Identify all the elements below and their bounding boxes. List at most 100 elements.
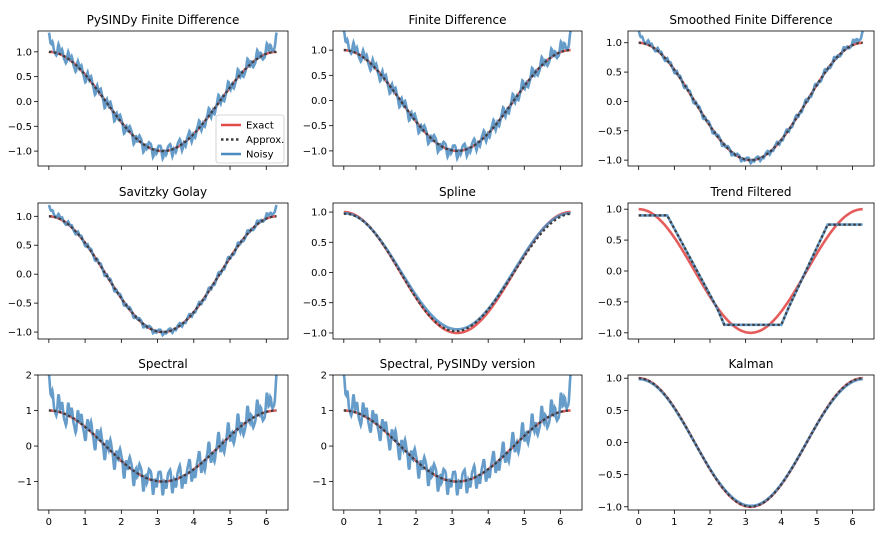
x-tick-label: 3 xyxy=(742,517,748,528)
x-tick-label: 5 xyxy=(814,517,820,528)
y-tick-label: −0.5 xyxy=(8,299,32,310)
x-tick-label: 6 xyxy=(849,517,855,528)
panel-title: Trend Filtered xyxy=(709,185,791,199)
legend-label: Exact xyxy=(246,121,274,132)
series-noisy xyxy=(47,204,278,338)
y-tick-label: 1.0 xyxy=(311,46,327,57)
y-tick-label: 2 xyxy=(321,371,327,382)
y-tick-label: −1.0 xyxy=(303,328,327,339)
series-approx xyxy=(48,50,277,153)
series-noisy xyxy=(638,377,863,508)
y-tick-label: 0.5 xyxy=(311,238,327,249)
y-tick-label: 0.0 xyxy=(606,438,622,449)
x-tick-label: 4 xyxy=(191,517,197,528)
x-tick-label: 0 xyxy=(46,517,52,528)
panel-7: Spectral −1 0 1 2 0 1 2 3 4 5 6 xyxy=(17,357,289,528)
series-noisy xyxy=(342,31,572,163)
panel-title: Kalman xyxy=(729,357,774,371)
x-tick-label: 2 xyxy=(413,517,419,528)
x-tick-label: 5 xyxy=(227,517,233,528)
x-tick-label: 6 xyxy=(557,517,563,528)
y-tick-label: −1.0 xyxy=(598,502,622,513)
panel-2: Finite Difference −1.0 −0.5 0.0 0.5 1.0 xyxy=(303,13,583,170)
x-tick-label: 1 xyxy=(671,517,677,528)
panel-title: Spectral xyxy=(138,357,188,371)
y-tick-label: 0.0 xyxy=(16,97,32,108)
y-tick-label: −1 xyxy=(17,477,32,488)
y-tick-label: 0.5 xyxy=(16,241,32,252)
series-exact xyxy=(638,41,863,162)
series-exact xyxy=(638,376,863,509)
y-tick-label: 1.0 xyxy=(16,212,32,223)
series-approx xyxy=(638,214,863,326)
x-tick-label: 6 xyxy=(263,517,269,528)
y-tick-label: −0.5 xyxy=(598,126,622,137)
panel-8: Spectral, PySINDy version −1 0 1 2 0 1 2 3 4 5 6 xyxy=(312,357,583,528)
axes-frame xyxy=(332,374,583,511)
x-tick-label: 3 xyxy=(154,517,160,528)
series-noisy xyxy=(47,375,278,496)
x-tick-label: 4 xyxy=(485,517,491,528)
panel-1: PySINDy Finite Difference −1.0 −0.5 0.0 0.5 1… xyxy=(8,13,289,170)
series-exact xyxy=(48,215,277,334)
y-tick-label: −1.0 xyxy=(598,328,622,339)
panel-9: Kalman −1.0 −0.5 0.0 0.5 1.0 0 1 2 3 4 5 6 xyxy=(598,357,875,528)
y-tick-label: 1.0 xyxy=(606,38,622,49)
series-approx xyxy=(343,212,571,333)
series-noisy xyxy=(638,214,863,327)
y-tick-label: 0.0 xyxy=(311,268,327,279)
series-approx xyxy=(343,49,571,152)
y-tick-label: 1 xyxy=(26,406,32,417)
axes-frame xyxy=(37,30,289,167)
y-tick-label: 0.0 xyxy=(606,97,622,108)
y-tick-label: 1.0 xyxy=(16,47,32,58)
series-noisy xyxy=(637,31,864,166)
panel-title: Finite Difference xyxy=(408,13,506,27)
x-tick-label: 2 xyxy=(707,517,713,528)
x-tick-label: 4 xyxy=(778,517,784,528)
panel-title: Savitzky Golay xyxy=(119,185,207,199)
axes-frame xyxy=(37,202,289,340)
x-tick-label: 0 xyxy=(636,517,642,528)
legend-label: Approx. xyxy=(246,135,284,146)
panel-4: Savitzky Golay −1.0 −0.5 0.0 0.5 1.0 xyxy=(8,185,289,343)
y-tick-label: 0 xyxy=(321,442,327,453)
series-approx xyxy=(638,377,863,508)
series-approx xyxy=(48,215,277,334)
y-tick-label: −0.5 xyxy=(303,121,327,132)
axes-frame xyxy=(332,202,583,340)
panel-5: Spline −1.0 −0.5 0.0 0.5 1.0 xyxy=(303,185,583,343)
legend: Exact Approx. Noisy xyxy=(215,114,285,164)
panel-6: Trend Filtered −1.0 −0.5 0.0 0.5 1.0 xyxy=(598,185,875,343)
y-tick-label: −0.5 xyxy=(598,470,622,481)
y-tick-label: −1.0 xyxy=(8,328,32,339)
panel-title: Smoothed Finite Difference xyxy=(669,13,832,27)
series-noisy xyxy=(343,212,571,331)
y-tick-label: 0.5 xyxy=(606,68,622,79)
axes-frame xyxy=(627,30,875,167)
panel-title: Spectral, PySINDy version xyxy=(380,357,536,371)
panel-title: Spline xyxy=(439,185,476,199)
series-exact xyxy=(343,210,571,335)
y-tick-label: 0.0 xyxy=(16,270,32,281)
y-tick-label: 0.0 xyxy=(606,267,622,278)
y-tick-label: 1.0 xyxy=(606,205,622,216)
y-tick-label: −1 xyxy=(312,477,327,488)
y-tick-label: 0 xyxy=(26,442,32,453)
y-tick-label: −1.0 xyxy=(598,156,622,167)
y-tick-label: 2 xyxy=(26,371,32,382)
y-tick-label: 0.5 xyxy=(606,236,622,247)
y-tick-label: 0.5 xyxy=(311,71,327,82)
axes-frame xyxy=(332,30,583,167)
series-approx xyxy=(343,409,571,483)
x-tick-label: 1 xyxy=(82,517,88,528)
y-tick-label: 0.0 xyxy=(311,96,327,107)
axes-frame xyxy=(37,374,289,511)
panel-3: Smoothed Finite Difference −1.0 −0.5 0.0 0.5… xyxy=(598,13,875,170)
x-tick-label: 5 xyxy=(521,517,527,528)
x-tick-label: 1 xyxy=(377,517,383,528)
y-tick-label: −0.5 xyxy=(598,297,622,308)
y-tick-label: −0.5 xyxy=(303,298,327,309)
y-tick-label: 1.0 xyxy=(311,208,327,219)
